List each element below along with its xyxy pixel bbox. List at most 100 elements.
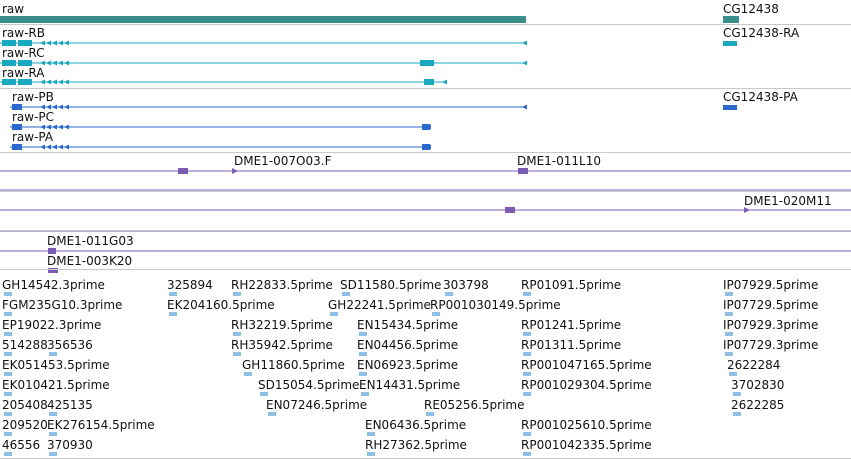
est-label[interactable]: 425135	[47, 398, 93, 412]
transcript-raw-ra-exon[interactable]	[2, 79, 16, 85]
est-feature[interactable]	[523, 452, 531, 456]
est-label[interactable]: EK051453.5prime	[2, 358, 110, 372]
est-label[interactable]: IP07929.5prime	[723, 278, 819, 292]
transcript-label-raw-rb[interactable]: raw-RB	[2, 26, 46, 40]
transcript-raw-rc-exon[interactable]	[420, 60, 434, 66]
clone-block[interactable]	[505, 207, 515, 213]
est-feature[interactable]	[426, 412, 434, 416]
est-feature[interactable]	[725, 332, 733, 336]
clone-block[interactable]	[48, 248, 56, 254]
est-label[interactable]: RP001029304.5prime	[521, 378, 652, 392]
est-label[interactable]: 325894	[167, 278, 213, 292]
est-feature[interactable]	[523, 332, 531, 336]
est-feature[interactable]	[244, 372, 252, 376]
est-label[interactable]: EN07246.5prime	[266, 398, 368, 412]
est-label[interactable]: RP01091.5prime	[521, 278, 622, 292]
est-feature[interactable]	[523, 372, 531, 376]
protein-raw-pc-chevron[interactable]	[64, 124, 69, 130]
est-feature[interactable]	[4, 372, 12, 376]
est-feature[interactable]	[4, 452, 12, 456]
protein-raw-pa-chevron[interactable]	[46, 144, 51, 150]
clone-marker[interactable]	[744, 207, 750, 213]
est-label[interactable]: 514288	[2, 338, 48, 352]
est-feature[interactable]	[733, 392, 741, 396]
est-feature[interactable]	[4, 312, 12, 316]
est-label[interactable]: EK010421.5prime	[2, 378, 110, 392]
clone-label-dme1-007o03[interactable]: DME1-007O03.F	[234, 154, 332, 168]
est-label[interactable]: IP07729.3prime	[723, 338, 819, 352]
transcript-raw-rb-exon[interactable]	[18, 40, 32, 46]
est-label[interactable]: IP07729.5prime	[723, 298, 819, 312]
transcript-raw-ra-chevron[interactable]	[64, 79, 69, 85]
protein-raw-pb-exon[interactable]	[12, 104, 22, 110]
gene-label-cg12438[interactable]: CG12438	[723, 2, 779, 16]
clone-label-dme1-011g03[interactable]: DME1-011G03	[47, 234, 134, 248]
clone-block[interactable]	[48, 268, 58, 273]
est-feature[interactable]	[233, 292, 241, 296]
est-label[interactable]: RP01241.5prime	[521, 318, 622, 332]
est-label[interactable]: RH35942.5prime	[231, 338, 333, 352]
transcript-raw-rc-chevron[interactable]	[40, 60, 45, 66]
transcript-raw-rc-end-marker[interactable]	[522, 60, 527, 66]
est-feature[interactable]	[523, 352, 531, 356]
transcript-raw-ra-chevron[interactable]	[58, 79, 63, 85]
est-feature[interactable]	[445, 292, 453, 296]
est-feature[interactable]	[233, 352, 241, 356]
protein-raw-pc-chevron[interactable]	[52, 124, 57, 130]
est-label[interactable]: RP01311.5prime	[521, 338, 622, 352]
est-feature[interactable]	[233, 332, 241, 336]
est-label[interactable]: RH22833.5prime	[231, 278, 333, 292]
protein-raw-pb-end-marker[interactable]	[522, 104, 527, 110]
transcript-raw-rc-exon[interactable]	[2, 60, 16, 66]
transcript-raw-ra-exon[interactable]	[424, 79, 434, 85]
protein-raw-pa-chevron[interactable]	[58, 144, 63, 150]
est-label[interactable]: 356536	[47, 338, 93, 352]
protein-raw-pa-chevron[interactable]	[64, 144, 69, 150]
est-label[interactable]: GH22241.5prime	[328, 298, 431, 312]
transcript-raw-rc-chevron[interactable]	[46, 60, 51, 66]
est-label[interactable]: EN14431.5prime	[359, 378, 461, 392]
transcript-raw-ra-end-marker[interactable]	[442, 79, 447, 85]
protein-raw-pb-chevron[interactable]	[40, 104, 45, 110]
transcript-raw-rb-chevron[interactable]	[64, 40, 69, 46]
est-label[interactable]: EP19022.3prime	[2, 318, 102, 332]
est-label[interactable]: 370930	[47, 438, 93, 452]
est-feature[interactable]	[268, 412, 276, 416]
est-feature[interactable]	[523, 292, 531, 296]
est-feature[interactable]	[359, 372, 367, 376]
transcript-raw-rc-exon[interactable]	[18, 60, 32, 66]
est-feature[interactable]	[49, 352, 57, 356]
est-label[interactable]: EK204160.5prime	[167, 298, 275, 312]
transcript-raw-rb-chevron[interactable]	[58, 40, 63, 46]
protein-raw-pa-chevron[interactable]	[52, 144, 57, 150]
clone-block[interactable]	[518, 168, 528, 174]
est-feature[interactable]	[4, 392, 12, 396]
gene-cg12438-bar[interactable]	[723, 16, 739, 23]
transcript-raw-ra-chevron[interactable]	[52, 79, 57, 85]
est-label[interactable]: EN06436.5prime	[365, 418, 467, 432]
est-feature[interactable]	[4, 332, 12, 336]
est-feature[interactable]	[523, 432, 531, 436]
transcript-label-raw-rc[interactable]: raw-RC	[2, 46, 45, 60]
transcript-raw-rb-end-marker[interactable]	[522, 40, 527, 46]
clone-block[interactable]	[178, 168, 188, 174]
est-feature[interactable]	[359, 352, 367, 356]
protein-raw-pb-chevron[interactable]	[64, 104, 69, 110]
est-feature[interactable]	[367, 452, 375, 456]
est-label[interactable]: EN06923.5prime	[357, 358, 459, 372]
est-label[interactable]: SD11580.5prime	[340, 278, 442, 292]
transcript-raw-rc-chevron[interactable]	[58, 60, 63, 66]
transcript-raw-ra-chevron[interactable]	[46, 79, 51, 85]
protein-raw-pc-exon[interactable]	[12, 124, 22, 130]
protein-label-raw-pa[interactable]: raw-PA	[12, 130, 54, 144]
protein-raw-pc-end-marker[interactable]	[426, 124, 431, 130]
est-label[interactable]: RH27362.5prime	[365, 438, 467, 452]
est-feature[interactable]	[49, 452, 57, 456]
protein-label-raw-pc[interactable]: raw-PC	[12, 110, 55, 124]
est-feature[interactable]	[4, 432, 12, 436]
clone-label-dme1-003k20[interactable]: DME1-003K20	[47, 254, 133, 268]
est-feature[interactable]	[729, 372, 737, 376]
est-feature[interactable]	[523, 392, 531, 396]
transcript-label-raw-ra[interactable]: raw-RA	[2, 66, 45, 80]
est-label[interactable]: 2622284	[727, 358, 781, 372]
